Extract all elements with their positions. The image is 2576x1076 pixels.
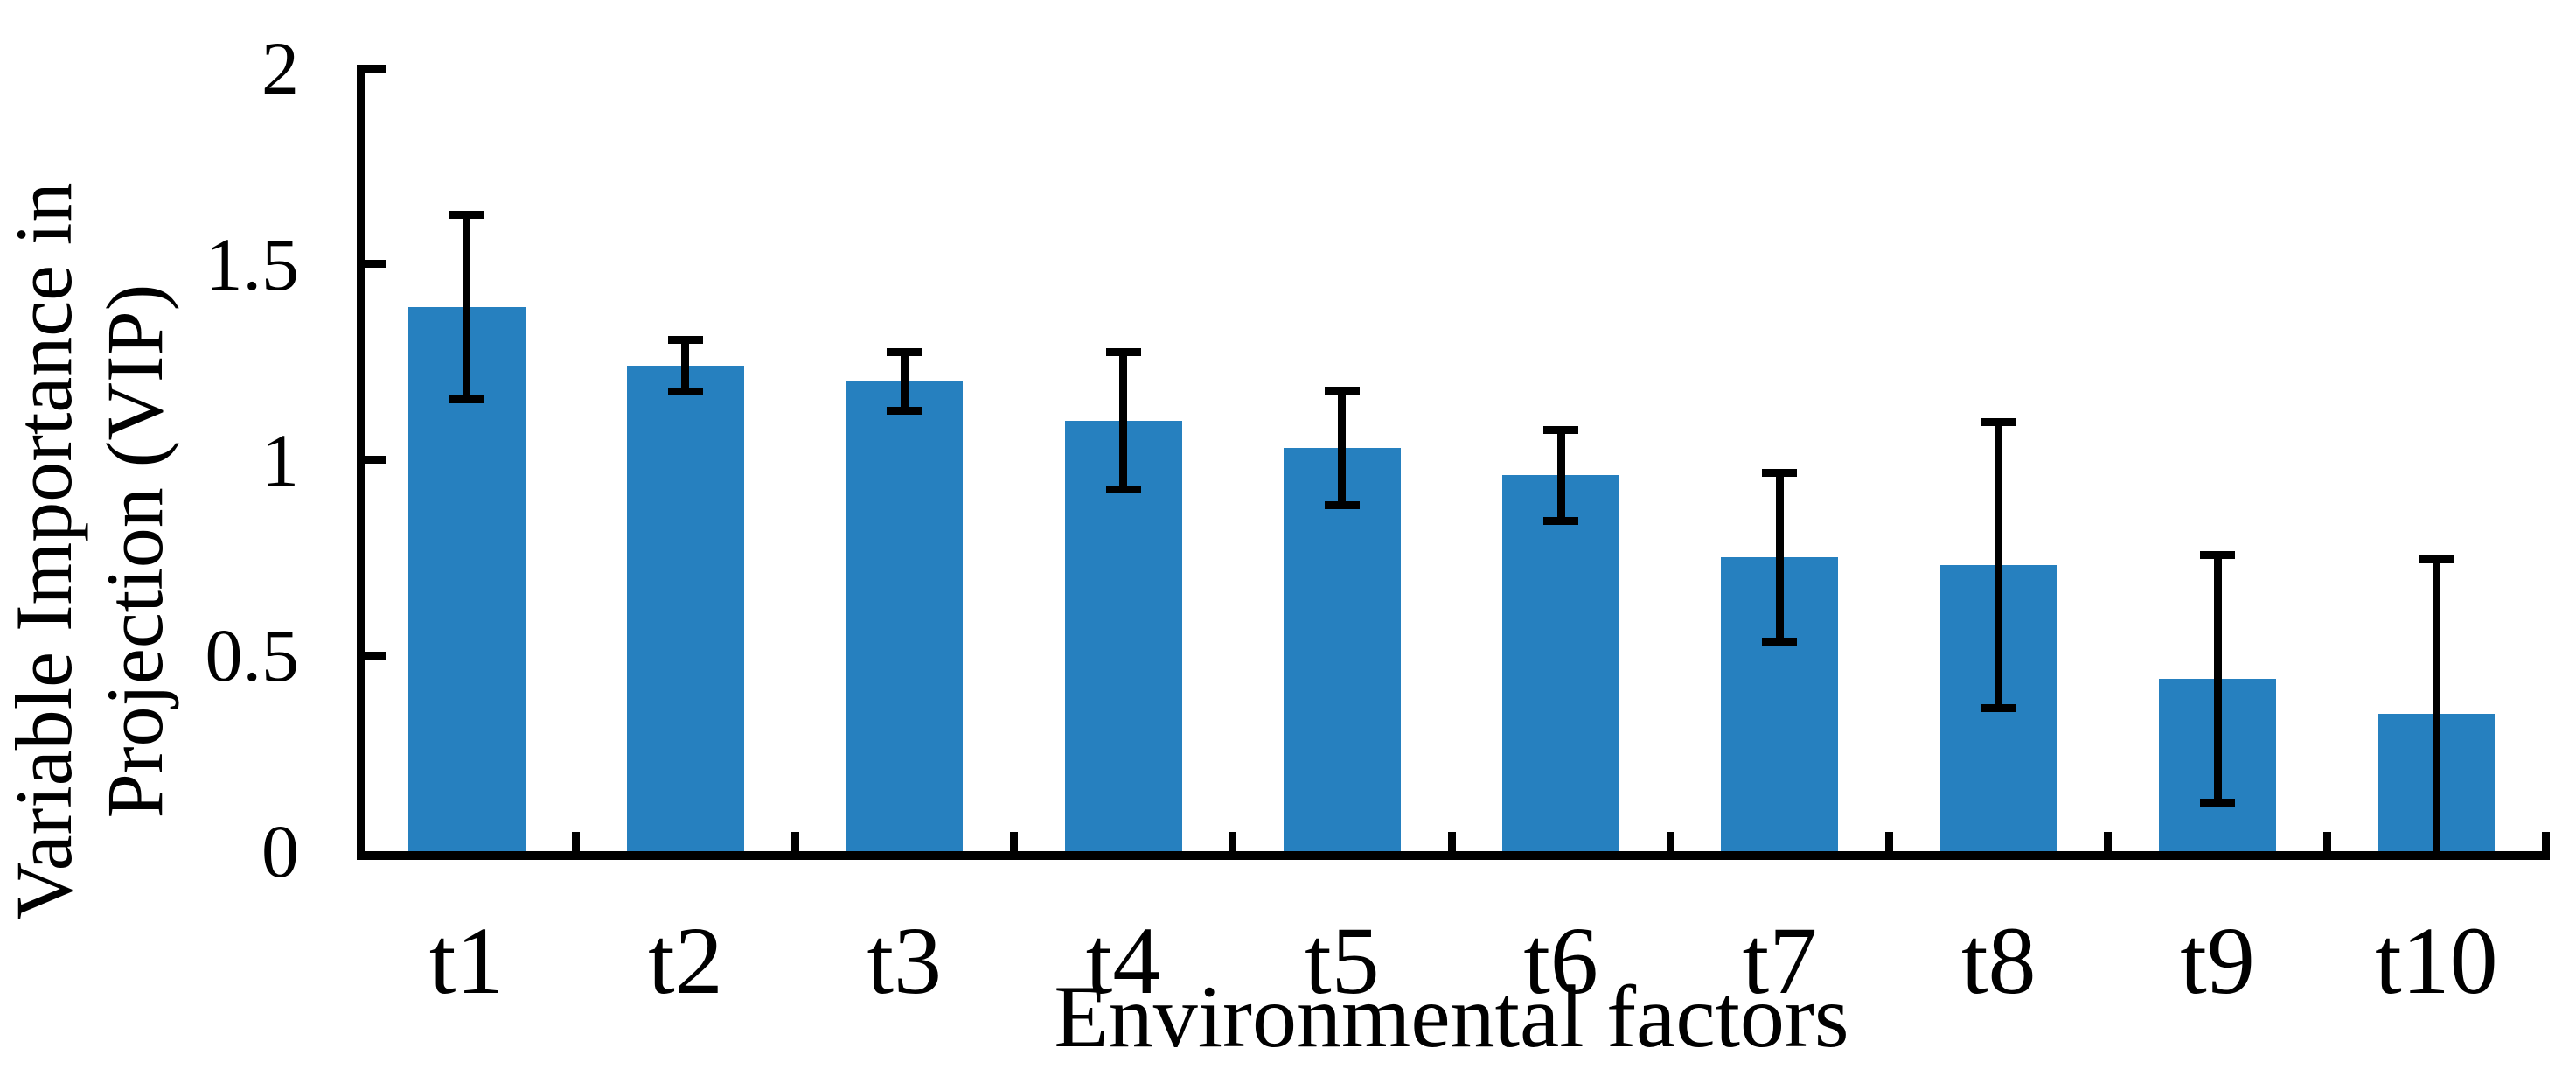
x-tick-label-t10: t10: [2375, 907, 2498, 1014]
x-tick-2: [790, 832, 799, 851]
x-tick-8: [2104, 832, 2113, 851]
bar-t2: [626, 366, 744, 851]
y-tick-1: [364, 456, 386, 464]
error-bar-bottom-cap-t1: [449, 395, 484, 403]
x-tick-label-t6: t6: [1523, 907, 1598, 1014]
x-tick-label-t7: t7: [1742, 907, 1818, 1014]
x-tick-4: [1229, 832, 1237, 851]
x-tick-label-t4: t4: [1085, 907, 1161, 1014]
error-bar-bottom-cap-t7: [1762, 638, 1798, 646]
error-bar-bottom-cap-t3: [887, 407, 922, 416]
x-tick-label-t8: t8: [1960, 907, 2036, 1014]
error-bar-line-t5: [1338, 388, 1347, 507]
x-axis-title: Environmental factors: [1054, 968, 1849, 1066]
x-tick-3: [1009, 832, 1018, 851]
y-tick-label-1.5: 1.5: [205, 221, 300, 306]
error-bar-top-cap-t3: [887, 347, 922, 356]
error-bar-line-t1: [463, 213, 471, 402]
x-tick-1: [572, 832, 581, 851]
error-bar-top-cap-t9: [2200, 551, 2236, 560]
error-bar-bottom-cap-t5: [1324, 500, 1360, 509]
y-tick-0.5: [364, 651, 386, 660]
error-bar-line-t3: [900, 350, 909, 413]
error-bar-top-cap-t8: [1981, 418, 2016, 427]
y-tick-label-0.5: 0.5: [205, 613, 300, 698]
error-bar-line-t7: [1775, 471, 1784, 644]
x-tick-label-t1: t1: [428, 907, 505, 1014]
x-tick-label-t2: t2: [648, 907, 723, 1014]
error-bar-top-cap-t2: [667, 336, 703, 345]
error-bar-top-cap-t6: [1543, 426, 1579, 435]
error-bar-line-t10: [2432, 557, 2440, 851]
y-tick-2: [364, 64, 386, 73]
error-bar-top-cap-t5: [1324, 387, 1360, 395]
error-bar-line-t9: [2213, 553, 2222, 805]
x-tick-label-t3: t3: [867, 907, 943, 1014]
bar-t5: [1283, 448, 1401, 851]
y-tick-label-1: 1: [261, 417, 299, 502]
error-bar-bottom-cap-t8: [1981, 704, 2016, 713]
error-bar-line-t8: [1995, 420, 2003, 710]
error-bar-top-cap-t10: [2419, 555, 2454, 563]
error-bar-top-cap-t4: [1105, 347, 1141, 356]
bar-t3: [846, 381, 964, 851]
y-tick-1.5: [364, 260, 386, 269]
x-tick-7: [1885, 832, 1894, 851]
y-tick-label-0: 0: [261, 809, 299, 893]
error-bar-top-cap-t7: [1762, 469, 1798, 478]
x-tick-10: [2542, 832, 2550, 851]
error-bar-line-t6: [1556, 428, 1565, 523]
x-tick-6: [1666, 832, 1674, 851]
y-tick-label-2: 2: [261, 26, 299, 110]
x-tick-label-t5: t5: [1305, 907, 1380, 1014]
error-bar-bottom-cap-t4: [1105, 485, 1141, 493]
error-bar-top-cap-t1: [449, 211, 484, 220]
bar-t6: [1502, 475, 1620, 851]
y-axis-line: [357, 65, 365, 860]
error-bar-bottom-cap-t2: [667, 387, 703, 395]
x-tick-label-t9: t9: [2180, 907, 2255, 1014]
error-bar-bottom-cap-t9: [2200, 798, 2236, 807]
x-tick-5: [1447, 832, 1456, 851]
x-tick-9: [2322, 832, 2331, 851]
error-bar-line-t2: [681, 338, 690, 394]
error-bar-line-t4: [1119, 350, 1128, 492]
x-axis-line: [357, 851, 2550, 860]
error-bar-bottom-cap-t6: [1543, 516, 1579, 525]
